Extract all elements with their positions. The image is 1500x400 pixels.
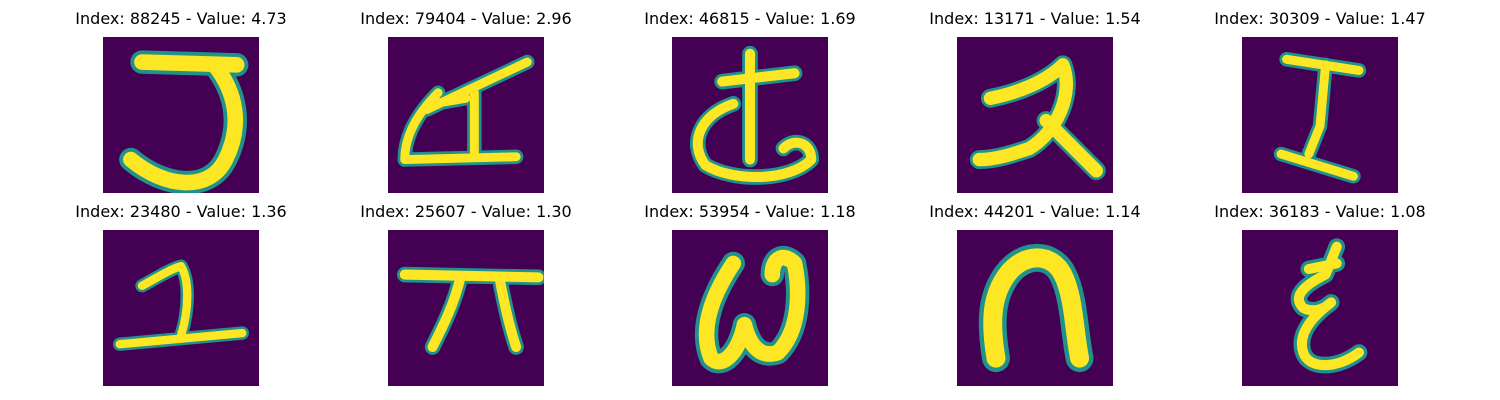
- tile-title: Index: 13171 - Value: 1.54: [929, 9, 1141, 28]
- tile-title: Index: 46815 - Value: 1.69: [644, 9, 856, 28]
- glyph-image: [103, 230, 259, 386]
- tile-title: Index: 79404 - Value: 2.96: [360, 9, 572, 28]
- tile-title: Index: 53954 - Value: 1.18: [644, 202, 856, 221]
- glyph-image: [672, 37, 828, 193]
- tile-title: Index: 36183 - Value: 1.08: [1214, 202, 1426, 221]
- glyph-image: [672, 230, 828, 386]
- glyph-image: [103, 37, 259, 193]
- glyph-image: [1242, 37, 1398, 193]
- tile-title: Index: 30309 - Value: 1.47: [1214, 9, 1426, 28]
- glyph-image: [957, 37, 1113, 193]
- glyph-image: [1242, 230, 1398, 386]
- tile-title: Index: 25607 - Value: 1.30: [360, 202, 572, 221]
- glyph-image: [957, 230, 1113, 386]
- tile-title: Index: 23480 - Value: 1.36: [75, 202, 287, 221]
- glyph-image: [388, 230, 544, 386]
- tile-title: Index: 88245 - Value: 4.73: [75, 9, 287, 28]
- tile-title: Index: 44201 - Value: 1.14: [929, 202, 1141, 221]
- glyph-image: [388, 37, 544, 193]
